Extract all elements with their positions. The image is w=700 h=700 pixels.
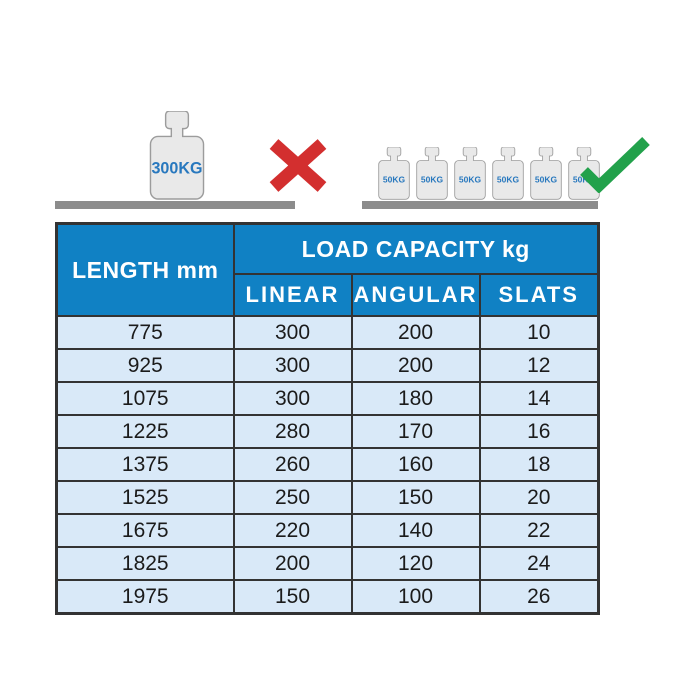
weight-50kg-label: 50KG [383, 174, 406, 184]
cell-angular: 150 [350, 480, 481, 515]
col-header-load-capacity: LOAD CAPACITY kg [232, 222, 600, 275]
table-row: 775 300 200 10 [55, 315, 600, 350]
weight-50kg-label: 50KG [459, 174, 482, 184]
load-capacity-table-wrap: LENGTH mm LOAD CAPACITY kg LINEAR ANGULA… [55, 222, 600, 615]
cell-linear: 200 [232, 546, 353, 581]
col-header-angular: ANGULAR [350, 273, 481, 317]
table-subheader-row: LINEAR ANGULAR SLATS [57, 273, 600, 317]
table-row: 1375 260 160 18 [55, 447, 600, 482]
shelf-bar-left [55, 201, 295, 209]
table-row: 925 300 200 12 [55, 348, 600, 383]
weight-50kg-label: 50KG [535, 174, 558, 184]
cell-angular: 140 [350, 513, 481, 548]
weight-50kg-icon: 50KG [454, 147, 486, 200]
col-header-slats: SLATS [478, 273, 600, 317]
weight-shape [492, 147, 524, 200]
table-header-row: LENGTH mm LOAD CAPACITY kg [55, 222, 600, 317]
cell-linear: 280 [232, 414, 353, 449]
cell-linear: 300 [232, 315, 353, 350]
cell-angular: 160 [350, 447, 481, 482]
cell-length: 1825 [55, 546, 235, 581]
weight-shape [378, 147, 410, 200]
cell-linear: 300 [232, 348, 353, 383]
col-header-linear: LINEAR [232, 273, 353, 317]
cross-icon [269, 139, 327, 192]
table-row: 1825 200 120 24 [55, 546, 600, 581]
small-weights-group: 50KG 50KG 50KG 50KG 50KG 50KG [377, 147, 601, 201]
table-row: 1975 150 100 26 [55, 579, 600, 615]
cell-angular: 200 [350, 348, 481, 383]
cell-slats: 26 [478, 579, 600, 615]
load-capacity-table: LENGTH mm LOAD CAPACITY kg LINEAR ANGULA… [55, 222, 600, 615]
weight-shape [530, 147, 562, 200]
cell-linear: 250 [232, 480, 353, 515]
weight-300kg-label: 300KG [151, 159, 202, 177]
cell-slats: 20 [478, 480, 600, 515]
cell-slats: 12 [478, 348, 600, 383]
weight-50kg-label: 50KG [573, 174, 596, 184]
table-row: 1075 300 180 14 [55, 381, 600, 416]
cell-length: 1525 [55, 480, 235, 515]
cell-length: 1375 [55, 447, 235, 482]
weight-50kg-icon: 50KG [416, 147, 448, 200]
table-row: 1675 220 140 22 [55, 513, 600, 548]
cell-length: 925 [55, 348, 235, 383]
cell-length: 1075 [55, 381, 235, 416]
table-row: 1525 250 150 20 [55, 480, 600, 515]
cell-slats: 10 [478, 315, 600, 350]
weight-50kg-label: 50KG [497, 174, 520, 184]
weight-50kg-icon: 50KG [378, 147, 410, 200]
cell-angular: 200 [350, 315, 481, 350]
cell-angular: 120 [350, 546, 481, 581]
check-icon [580, 137, 650, 193]
weight-shape [149, 111, 205, 200]
cell-length: 1675 [55, 513, 235, 548]
cell-slats: 16 [478, 414, 600, 449]
cell-length: 775 [55, 315, 235, 350]
cell-angular: 100 [350, 579, 481, 615]
weight-50kg-icon: 50KG [492, 147, 524, 200]
weight-shape [416, 147, 448, 200]
cell-slats: 24 [478, 546, 600, 581]
table-row: 1225 280 170 16 [55, 414, 600, 449]
weight-shape [454, 147, 486, 200]
weight-50kg-icon: 50KG [530, 147, 562, 200]
cell-linear: 150 [232, 579, 353, 615]
col-header-length: LENGTH mm [55, 222, 235, 317]
cell-linear: 300 [232, 381, 353, 416]
cell-slats: 22 [478, 513, 600, 548]
cell-length: 1975 [55, 579, 235, 615]
cell-angular: 170 [350, 414, 481, 449]
cell-length: 1225 [55, 414, 235, 449]
weight-50kg-label: 50KG [421, 174, 444, 184]
cell-slats: 18 [478, 447, 600, 482]
cell-slats: 14 [478, 381, 600, 416]
cell-linear: 220 [232, 513, 353, 548]
weight-300kg-icon: 300KG [149, 111, 205, 200]
shelf-bar-right [362, 201, 598, 209]
cell-linear: 260 [232, 447, 353, 482]
cell-angular: 180 [350, 381, 481, 416]
